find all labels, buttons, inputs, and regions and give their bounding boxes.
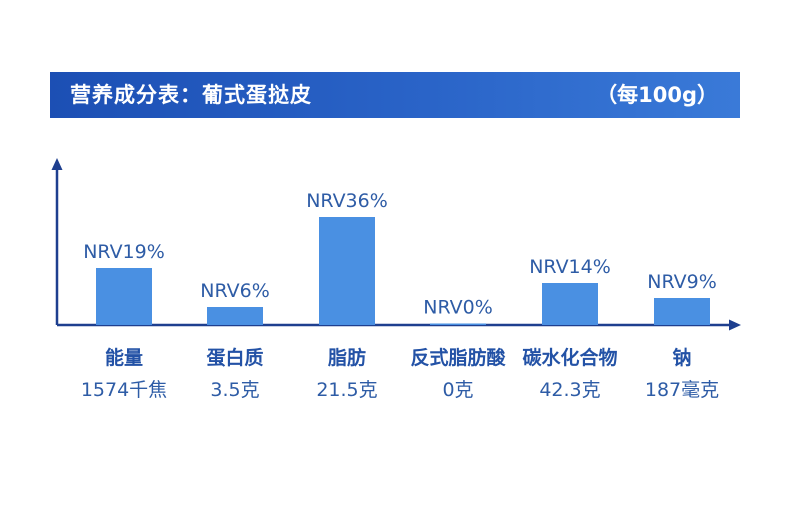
bar-2 <box>319 217 375 325</box>
y-axis-arrow <box>51 158 63 170</box>
category-label-2: 脂肪 <box>328 346 366 369</box>
category-label-3: 反式脂肪酸 <box>410 346 506 369</box>
amount-label-2: 21.5克 <box>316 379 377 401</box>
category-label-1: 蛋白质 <box>206 346 263 369</box>
labels: NRV19% 能量 1574千焦 NRV6% 蛋白质 3.5克 NRV36% 脂肪 21.5克 N… <box>81 190 719 401</box>
bar-3 <box>430 323 486 325</box>
data-label-4: NRV14% <box>529 256 611 278</box>
axes <box>51 158 741 331</box>
amount-label-1: 3.5克 <box>210 379 259 401</box>
chart-title: 营养成分表：葡式蛋挞皮 <box>70 83 312 107</box>
bar-4 <box>542 283 598 325</box>
bar-5 <box>654 298 710 325</box>
amount-label-0: 1574千焦 <box>81 379 167 401</box>
data-label-3: NRV0% <box>423 297 493 319</box>
data-label-0: NRV19% <box>83 241 165 263</box>
bar-0 <box>96 268 152 325</box>
bar-1 <box>207 307 263 325</box>
amount-label-4: 42.3克 <box>539 379 600 401</box>
title-banner: 营养成分表：葡式蛋挞皮 （每100g） <box>50 72 740 118</box>
data-label-1: NRV6% <box>200 280 270 302</box>
category-label-0: 能量 <box>105 346 143 369</box>
category-label-4: 碳水化合物 <box>522 346 617 369</box>
chart-unit: （每100g） <box>596 83 718 107</box>
bars <box>96 217 710 325</box>
data-label-5: NRV9% <box>647 271 717 293</box>
data-label-2: NRV36% <box>306 190 388 212</box>
amount-label-5: 187毫克 <box>645 379 719 401</box>
amount-label-3: 0克 <box>442 379 473 401</box>
x-axis-arrow <box>729 319 741 331</box>
category-label-5: 钠 <box>672 346 691 369</box>
